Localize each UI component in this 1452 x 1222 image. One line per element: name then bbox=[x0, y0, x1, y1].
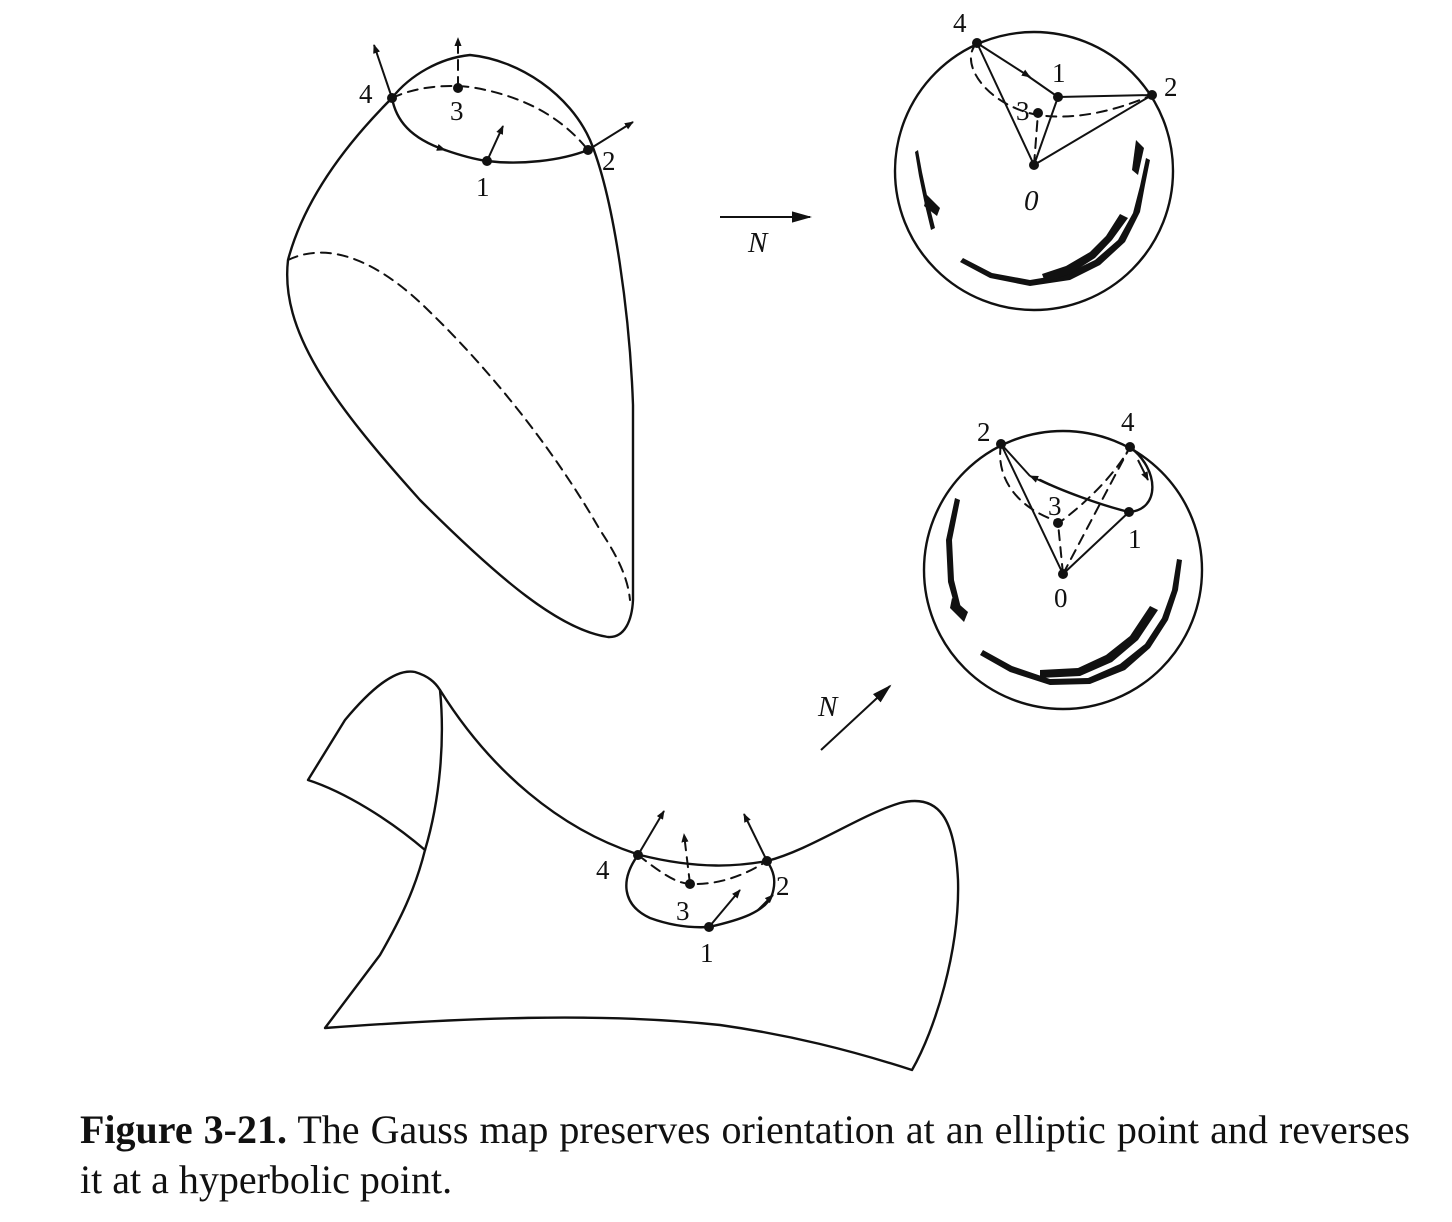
elliptic-normal-4 bbox=[373, 44, 393, 99]
hyperbolic-surface: 4 3 1 2 bbox=[306, 670, 960, 1072]
hyperbolic-point-3 bbox=[685, 879, 695, 889]
figure-caption: Figure 3-21. The Gauss map preserves ori… bbox=[80, 1105, 1410, 1205]
elliptic-sphere-label-0: 0 bbox=[1024, 185, 1039, 217]
hyperbolic-normal-1 bbox=[708, 889, 741, 928]
elliptic-sphere-point-2 bbox=[1147, 90, 1157, 100]
elliptic-label-4: 4 bbox=[359, 79, 373, 109]
hyperbolic-sphere-arrow-1-2 bbox=[1029, 475, 1051, 486]
hyperbolic-label-1: 1 bbox=[700, 938, 714, 968]
hyperbolic-normal-2 bbox=[743, 813, 768, 862]
hyperbolic-sphere-label-3: 3 bbox=[1048, 491, 1062, 521]
elliptic-sphere-label-1: 1 bbox=[1052, 58, 1066, 88]
elliptic-sphere-edge-1-2 bbox=[1057, 94, 1153, 98]
elliptic-point-2 bbox=[583, 145, 593, 155]
elliptic-point-1 bbox=[482, 156, 492, 166]
hyperbolic-sphere-label-2: 2 bbox=[977, 417, 991, 447]
elliptic-front-loop-2 bbox=[443, 148, 590, 164]
hyperbolic-sphere-point-3 bbox=[1053, 518, 1063, 528]
hyperbolic-sphere-label-0: 0 bbox=[1054, 583, 1068, 613]
hyperbolic-point-1 bbox=[704, 922, 714, 932]
hyperbolic-sphere-dashed-0-3 bbox=[1057, 522, 1064, 575]
hyperbolic-sphere-label-1: 1 bbox=[1128, 524, 1142, 554]
hyperbolic-surface-loop-arrow bbox=[757, 894, 774, 911]
elliptic-label-1: 1 bbox=[476, 172, 490, 202]
hyperbolic-sphere-circle bbox=[922, 429, 1204, 711]
elliptic-sphere-edge-0-2 bbox=[1033, 94, 1153, 166]
figure-caption-label: Figure 3-21. bbox=[80, 1107, 287, 1152]
elliptic-sphere-edge-4-1b bbox=[1024, 73, 1059, 98]
hyperbolic-surface-fold bbox=[423, 688, 444, 852]
elliptic-point-3 bbox=[453, 83, 463, 93]
hyperbolic-sphere-label-4: 4 bbox=[1121, 407, 1135, 437]
hyperbolic-point-2 bbox=[762, 856, 772, 866]
elliptic-sphere-point-0 bbox=[1029, 160, 1039, 170]
hyperbolic-sphere-point-0 bbox=[1058, 569, 1068, 579]
elliptic-sphere-point-3 bbox=[1033, 108, 1043, 118]
hyperbolic-sphere-point-2 bbox=[996, 439, 1006, 449]
hyperbolic-sphere-arrow-4 bbox=[1137, 459, 1149, 481]
gauss-map-figure: 4 3 1 2 N 4 1 2 3 0 bbox=[286, 8, 1204, 1072]
elliptic-sphere-stipple bbox=[915, 140, 1150, 286]
elliptic-sphere-label-3: 3 bbox=[1016, 96, 1030, 126]
hyperbolic-surface-outline bbox=[306, 670, 960, 1072]
hyperbolic-sphere-edge-0-2 bbox=[1000, 443, 1064, 575]
map-label-top: N bbox=[747, 227, 769, 259]
hyperbolic-sphere-point-4 bbox=[1125, 442, 1135, 452]
elliptic-point-4 bbox=[387, 93, 397, 103]
hyperbolic-sphere-stipple bbox=[946, 498, 1182, 685]
gauss-map-arrow-bottom: N bbox=[817, 684, 892, 751]
hyperbolic-sphere-edge-1-2b bbox=[1000, 443, 1031, 477]
hyperbolic-sphere-edge-0-1 bbox=[1062, 511, 1130, 575]
elliptic-sphere-edge-4-1 bbox=[976, 42, 1031, 78]
elliptic-sphere-edge-0-1 bbox=[1033, 96, 1059, 166]
hyperbolic-normal-4 bbox=[637, 810, 665, 856]
elliptic-sphere-point-4 bbox=[972, 38, 982, 48]
elliptic-lower-dashed-curve bbox=[287, 251, 631, 601]
hyperbolic-sphere: 2 4 3 1 0 bbox=[922, 407, 1204, 711]
hyperbolic-normal-3 bbox=[681, 833, 691, 885]
hyperbolic-point-4 bbox=[633, 850, 643, 860]
hyperbolic-sphere-edge-4-1 bbox=[1127, 445, 1154, 514]
elliptic-normal-2 bbox=[587, 121, 634, 151]
hyperbolic-label-4: 4 bbox=[596, 855, 610, 885]
elliptic-sphere-dashed-curve bbox=[970, 42, 1153, 118]
map-label-bottom: N bbox=[817, 691, 839, 723]
elliptic-front-loop bbox=[390, 96, 447, 152]
elliptic-label-3: 3 bbox=[450, 96, 464, 126]
elliptic-sphere-label-4: 4 bbox=[953, 8, 967, 38]
elliptic-label-2: 2 bbox=[602, 146, 616, 176]
hyperbolic-label-3: 3 bbox=[676, 896, 690, 926]
map-arrow-bottom-line bbox=[820, 684, 892, 751]
elliptic-sphere-point-1 bbox=[1053, 92, 1063, 102]
elliptic-upper-dashed-curve bbox=[391, 85, 589, 151]
elliptic-surface: 4 3 1 2 bbox=[286, 37, 635, 639]
elliptic-normal-1 bbox=[486, 125, 504, 162]
elliptic-sphere-label-2: 2 bbox=[1164, 72, 1178, 102]
elliptic-sphere-edge-0-4 bbox=[976, 42, 1035, 166]
gauss-map-arrow-top: N bbox=[720, 211, 812, 259]
elliptic-sphere-circle bbox=[893, 30, 1175, 312]
elliptic-sphere: 4 1 2 3 0 bbox=[893, 8, 1178, 312]
elliptic-surface-outline bbox=[286, 53, 635, 639]
hyperbolic-sphere-point-1 bbox=[1124, 507, 1134, 517]
elliptic-sphere-dashed-3 bbox=[1033, 112, 1039, 166]
hyperbolic-label-2: 2 bbox=[776, 871, 790, 901]
figure-caption-text: The Gauss map preserves orientation at a… bbox=[80, 1107, 1410, 1202]
hyperbolic-sphere-dashed-0-4 bbox=[1062, 446, 1131, 575]
